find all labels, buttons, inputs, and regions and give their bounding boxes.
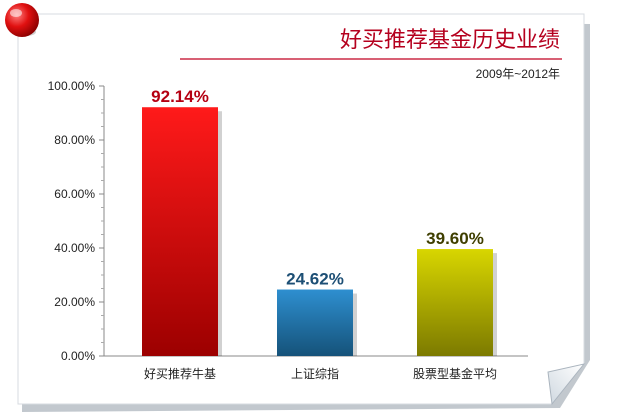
y-tick-label: 20.00%: [54, 295, 95, 309]
bar-1: [142, 107, 218, 356]
data-label: 92.14%: [151, 87, 209, 106]
x-category-label: 好买推荐牛基: [144, 366, 216, 381]
x-category-label: 股票型基金平均: [413, 366, 497, 381]
data-label: 24.62%: [286, 270, 344, 289]
y-tick-label: 60.00%: [54, 187, 95, 201]
bar-3: [417, 249, 493, 356]
pushpin-icon: [5, 3, 39, 37]
y-tick-label: 100.00%: [48, 79, 96, 93]
y-tick-label: 40.00%: [54, 241, 95, 255]
page-subtitle: 2009年~2012年: [475, 67, 560, 81]
x-category-label: 上证综指: [291, 366, 339, 381]
page-curl: [547, 363, 586, 406]
page-title: 好买推荐基金历史业绩: [339, 28, 560, 53]
data-label: 39.60%: [426, 229, 484, 248]
y-tick-label: 80.00%: [54, 133, 95, 147]
y-tick-label: 0.00%: [61, 349, 95, 363]
bar-2: [277, 289, 353, 356]
